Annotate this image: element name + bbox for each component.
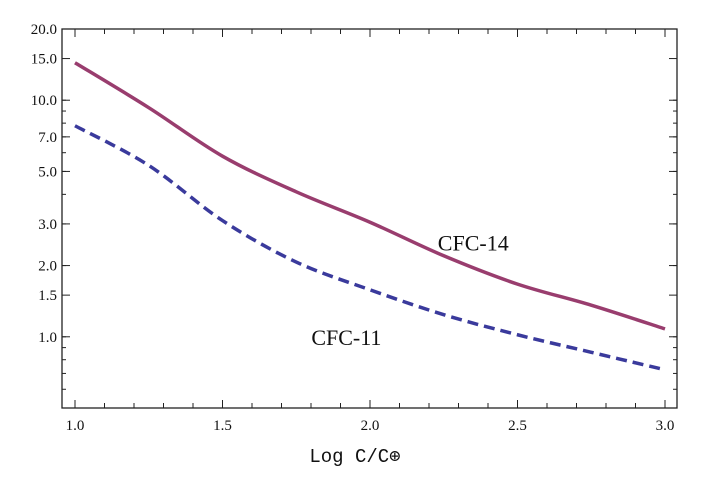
y-tick-label: 10.0 [31, 93, 57, 109]
series-group [74, 61, 666, 372]
y-tick-label: 1.5 [38, 288, 57, 304]
x-tick-label: 1.5 [213, 418, 232, 434]
y-tick-label: 5.0 [38, 164, 57, 180]
series-line-cfc-14 [74, 61, 666, 331]
x-tick-label: 2.5 [508, 418, 527, 434]
y-tick-label: 20.0 [31, 22, 57, 38]
x-tick-label: 2.0 [361, 418, 380, 434]
y-tick-label: 1.0 [38, 330, 57, 346]
y-tick-label: 7.0 [38, 130, 57, 146]
series-label-cfc-11: CFC-11 [311, 325, 381, 350]
y-tick-label: 2.0 [38, 259, 57, 275]
series-label-cfc-14: CFC-14 [438, 231, 509, 256]
series-line-cfc-11 [74, 124, 666, 372]
y-tick-label: 15.0 [31, 52, 57, 68]
x-tick-label: 3.0 [656, 418, 675, 434]
annotations: CFC-14 CFC-11 [311, 231, 508, 350]
x-tick-label: 1.0 [66, 418, 85, 434]
axes: 1.0 1.5 2.0 2.5 3.0 1.0 1.5 2.0 3.0 5.0 7.0 10.0 15.… [31, 22, 678, 434]
x-axis-label: Log C/C⊕ [309, 446, 400, 468]
y-tick-label: 3.0 [38, 217, 57, 233]
